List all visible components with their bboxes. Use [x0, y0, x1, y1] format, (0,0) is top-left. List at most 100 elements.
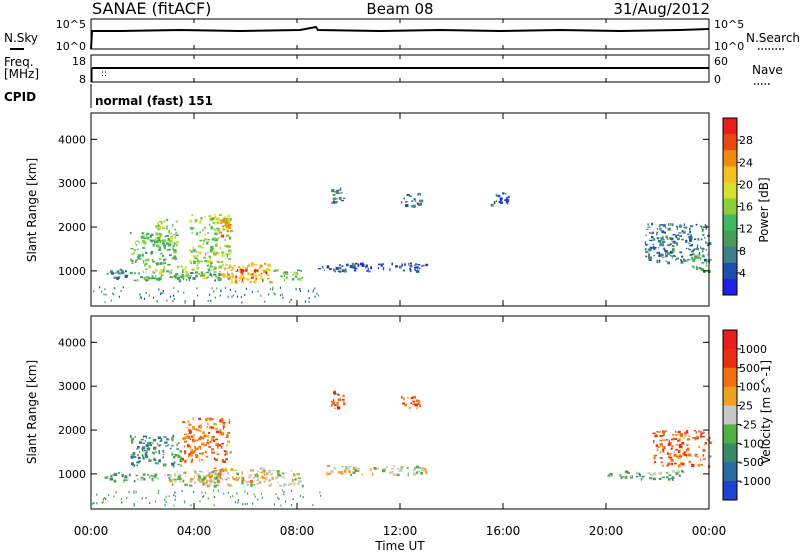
data-cell	[705, 226, 708, 230]
nave-dots: ::	[101, 69, 107, 79]
data-cell	[693, 430, 696, 432]
data-cell	[152, 277, 156, 280]
data-cell	[213, 221, 216, 225]
data-cell	[193, 434, 195, 437]
data-cell	[217, 446, 219, 449]
data-cell	[221, 251, 225, 253]
data-cell	[647, 226, 651, 228]
data-cell	[228, 253, 230, 256]
data-cell	[668, 439, 670, 443]
data-cell	[204, 238, 208, 241]
data-cell	[92, 502, 94, 505]
data-cell	[656, 231, 659, 234]
data-cell	[333, 393, 337, 395]
data-cell	[339, 187, 342, 190]
data-cell	[697, 248, 700, 251]
data-cell	[314, 287, 316, 290]
data-cell	[153, 451, 155, 455]
data-cell	[417, 193, 419, 196]
data-cell	[202, 431, 206, 435]
data-cell	[220, 219, 223, 222]
data-cell	[702, 431, 704, 435]
data-cell	[706, 244, 710, 247]
data-cell	[169, 271, 172, 274]
data-cell	[117, 472, 120, 474]
data-cell	[105, 293, 107, 296]
data-cell	[201, 478, 205, 481]
data-cell	[216, 228, 219, 232]
data-cell	[211, 451, 215, 454]
data-cell	[144, 259, 146, 262]
data-cell	[376, 468, 379, 470]
colorbar-tick-label: 25	[739, 400, 753, 413]
data-cell	[660, 253, 664, 256]
data-cell	[177, 442, 180, 445]
data-cell	[308, 300, 310, 303]
data-cell	[258, 274, 261, 276]
data-cell	[249, 474, 253, 477]
colorbar-tick-label: 1000	[739, 343, 767, 356]
data-cell	[214, 275, 218, 278]
data-cell	[252, 469, 254, 472]
data-cell	[499, 198, 503, 201]
data-cell	[273, 503, 275, 506]
data-cell	[151, 233, 154, 237]
data-cell	[703, 444, 705, 446]
data-cell	[195, 272, 198, 274]
data-cell	[178, 474, 182, 477]
data-cell	[654, 434, 658, 438]
data-cell	[354, 466, 357, 469]
data-cell	[700, 435, 703, 438]
data-cell	[168, 479, 171, 481]
data-cell	[134, 272, 137, 275]
data-cell	[332, 401, 336, 405]
data-cell	[171, 483, 174, 486]
data-cell	[166, 438, 168, 440]
data-cell	[222, 274, 226, 277]
colorbar-tick-label: 12	[739, 223, 753, 236]
data-cell	[336, 191, 339, 194]
data-cell	[171, 452, 173, 456]
data-cell	[217, 277, 221, 282]
data-cell	[611, 473, 613, 477]
data-cell	[242, 265, 244, 269]
data-cell	[222, 229, 226, 231]
data-cell	[188, 443, 190, 446]
data-cell	[228, 421, 231, 424]
ground-scatter-dots	[92, 489, 322, 507]
data-cell	[144, 449, 147, 452]
data-cell	[139, 293, 141, 296]
data-cell	[382, 267, 385, 271]
data-cell	[122, 271, 125, 275]
data-cell	[256, 475, 259, 478]
data-cell	[343, 469, 347, 473]
data-cell	[165, 501, 167, 504]
data-cell	[708, 455, 712, 458]
data-cell	[141, 447, 144, 451]
data-cell	[282, 476, 285, 479]
data-cell	[169, 276, 173, 279]
data-cell	[141, 253, 144, 257]
data-cell	[113, 479, 117, 483]
data-cell	[290, 298, 292, 301]
data-cell	[227, 225, 230, 228]
data-cell	[412, 472, 417, 476]
data-cell	[121, 272, 124, 275]
data-cell	[268, 293, 270, 296]
data-cell	[211, 227, 215, 230]
data-cell	[166, 299, 168, 302]
data-cluster	[104, 471, 171, 483]
data-cell	[415, 403, 418, 407]
data-cell	[658, 471, 663, 475]
data-cell	[263, 473, 266, 476]
data-cell	[369, 468, 372, 472]
data-cell	[407, 471, 409, 474]
data-cell	[121, 270, 124, 274]
colorbar-segment	[723, 262, 737, 280]
nave-tick-top: 60	[714, 55, 728, 68]
data-cell	[121, 474, 124, 478]
data-cell	[202, 496, 204, 498]
data-cell	[162, 270, 165, 273]
data-cell	[678, 454, 682, 456]
data-cell	[662, 449, 665, 453]
